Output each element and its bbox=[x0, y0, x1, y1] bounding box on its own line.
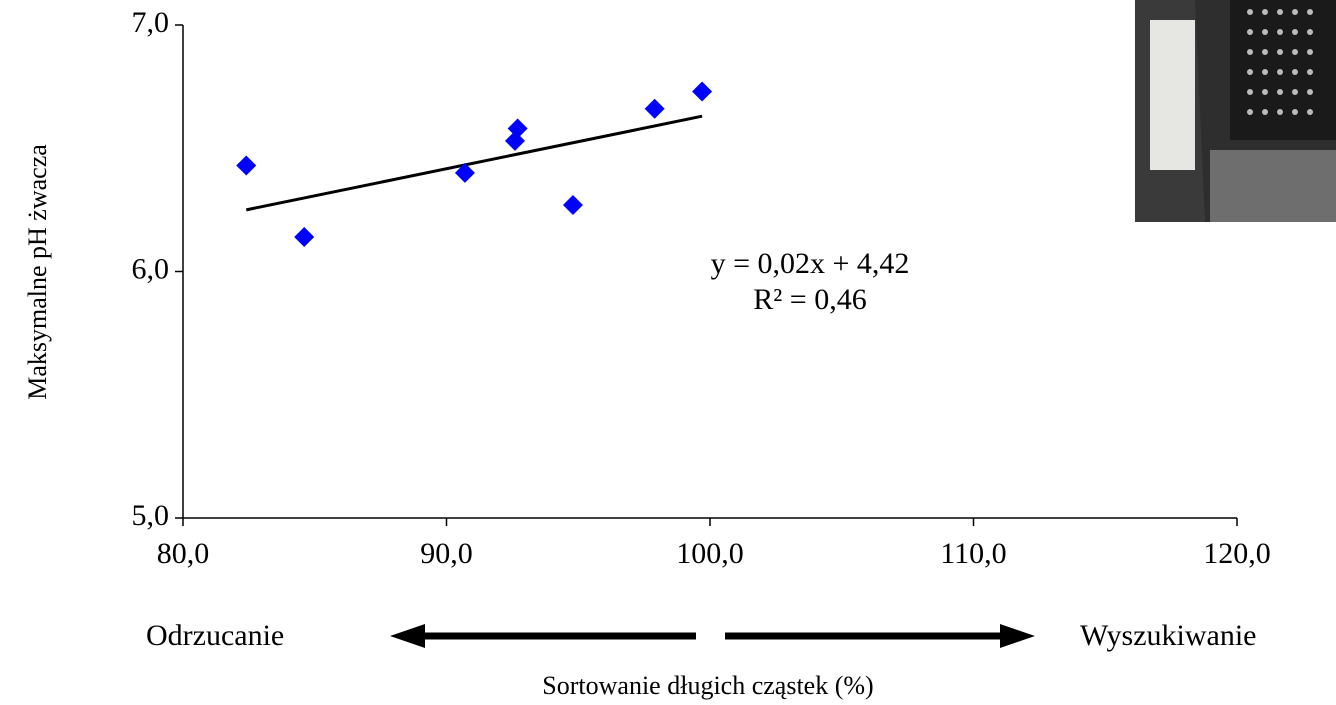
x-tick-label: 90,0 bbox=[420, 537, 473, 570]
data-point bbox=[562, 194, 583, 215]
data-point bbox=[644, 98, 665, 119]
x-tick-label: 110,0 bbox=[940, 537, 1006, 570]
x-axis-label: Sortowanie długich cząstek (%) bbox=[542, 671, 873, 700]
data-point bbox=[507, 118, 528, 139]
direction-arrows bbox=[390, 624, 1035, 648]
data-point bbox=[692, 81, 713, 102]
data-point bbox=[236, 155, 257, 176]
data-point bbox=[454, 162, 475, 183]
trendline bbox=[245, 114, 703, 212]
photo bbox=[1135, 0, 1336, 222]
left-annotation: Odrzucanie bbox=[146, 619, 284, 652]
y-axis-label: Maksymalne pH żwacza bbox=[23, 144, 52, 400]
x-tick-label: 120,0 bbox=[1203, 537, 1271, 570]
right-annotation: Wyszukiwanie bbox=[1080, 619, 1256, 652]
trend-equation: y = 0,02x + 4,42 bbox=[711, 247, 910, 280]
x-tick-label: 100,0 bbox=[676, 537, 744, 570]
r-squared: R² = 0,46 bbox=[753, 283, 866, 316]
x-tick-label: 80,0 bbox=[157, 537, 210, 570]
y-tick-label: 5,0 bbox=[132, 499, 170, 532]
data-point bbox=[294, 226, 315, 247]
y-tick-label: 6,0 bbox=[132, 252, 170, 285]
y-tick-label: 7,0 bbox=[132, 6, 170, 39]
